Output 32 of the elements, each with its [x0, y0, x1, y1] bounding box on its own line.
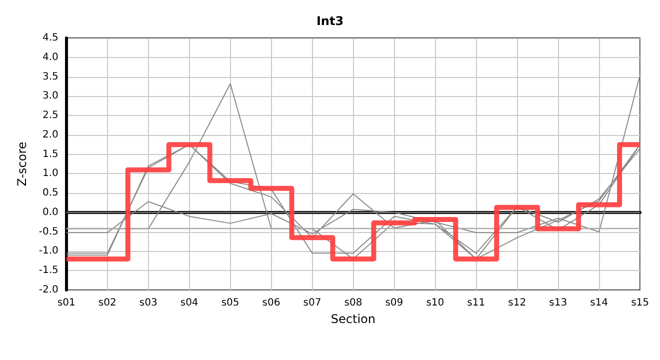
y-tick-label: 3.5 [42, 71, 58, 82]
x-tick-label: s10 [426, 298, 444, 308]
y-tick-label: 4.0 [42, 52, 58, 63]
y-tick-label: -1.0 [38, 246, 58, 257]
y-tick-label: 0.0 [42, 206, 58, 218]
y-tick-label: 2.5 [42, 110, 58, 122]
x-tick-label: s13 [549, 298, 568, 308]
x-tick-label: s06 [262, 298, 280, 308]
x-tick-label: s04 [180, 298, 198, 308]
x-tick-label: s11 [467, 298, 486, 308]
x-tick-label: s15 [631, 298, 649, 308]
x-tick-label: s01 [57, 298, 76, 308]
x-tick-label: s12 [508, 298, 526, 308]
y-tick-label: 4.5 [42, 32, 58, 44]
y-axis-title: Z-score [15, 142, 29, 186]
x-tick-label: s03 [139, 298, 158, 308]
x-tick-label: s09 [385, 298, 404, 308]
x-tick-label: s05 [221, 298, 240, 308]
y-tick-label: -2.0 [38, 284, 58, 296]
y-tick-label: 3.0 [42, 90, 58, 102]
y-tick-label: -1.5 [38, 265, 58, 276]
y-tick-label: 2.0 [42, 129, 58, 140]
x-tick-label: s07 [303, 298, 322, 308]
y-tick-label: 1.5 [42, 148, 58, 160]
y-tick-label: 0.5 [42, 188, 58, 199]
x-tick-label: s02 [98, 298, 116, 308]
x-tick-label: s08 [344, 298, 362, 308]
chart-title: Int3 [316, 14, 344, 28]
x-axis-title: Section [330, 312, 376, 326]
x-tick-label: s14 [590, 298, 608, 308]
y-tick-label: -0.5 [38, 226, 58, 238]
y-tick-label: 1.0 [42, 168, 58, 180]
